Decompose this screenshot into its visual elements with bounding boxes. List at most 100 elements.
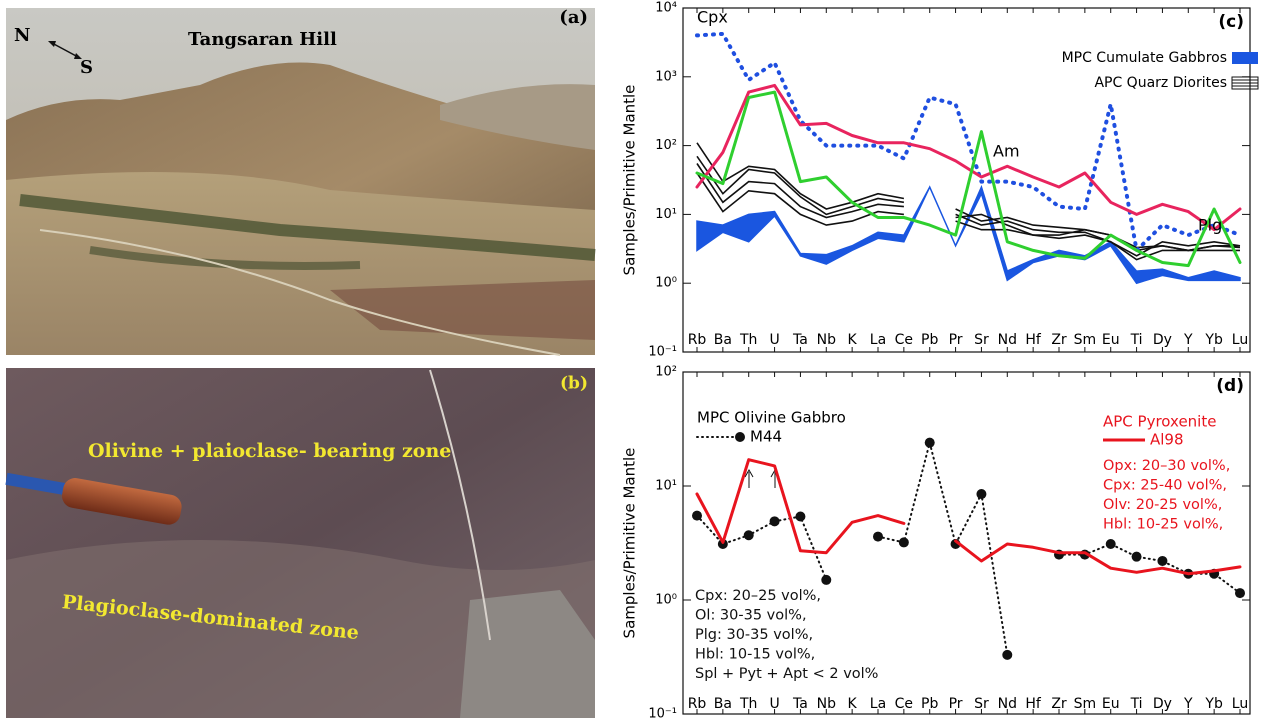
x-tick-label: Ba xyxy=(714,332,732,348)
x-tick-label: Y xyxy=(1183,696,1193,712)
y-tick-label: 10⁻¹ xyxy=(648,707,677,721)
series-label: Plg xyxy=(1198,216,1222,235)
x-tick-label: Ti xyxy=(1130,332,1143,348)
annotation: Hbl: 10-25 vol%, xyxy=(1103,517,1223,533)
data-point xyxy=(1106,539,1116,549)
x-tick-label: Hf xyxy=(1025,332,1042,348)
panel-label: (a) xyxy=(559,7,588,28)
x-tick-label: Hf xyxy=(1025,696,1042,712)
legend-label: M44 xyxy=(750,428,782,446)
data-point xyxy=(976,489,986,499)
arrow xyxy=(745,470,779,488)
x-tick-label: Pr xyxy=(949,696,963,712)
y-tick-label: 10² xyxy=(655,365,677,380)
data-point xyxy=(1157,556,1167,566)
x-tick-label: Nd xyxy=(998,332,1017,348)
x-tick-label: K xyxy=(848,332,858,348)
range-band xyxy=(697,187,1240,283)
y-tick-label: 10⁰ xyxy=(655,593,677,608)
x-tick-label: Lu xyxy=(1232,332,1248,348)
data-point xyxy=(692,511,702,521)
legend-label: APC Quarz Diorites xyxy=(1094,75,1227,91)
x-tick-label: Ba xyxy=(714,696,732,712)
legend-label: MPC Cumulate Gabbros xyxy=(1062,50,1227,66)
data-point xyxy=(744,530,754,540)
x-tick-label: Th xyxy=(739,696,757,712)
x-tick-label: Ce xyxy=(895,696,913,712)
y-tick-label: 10⁻¹ xyxy=(648,345,677,360)
y-tick-label: 10⁰ xyxy=(655,276,677,291)
annotation: Plg: 30-35 vol%, xyxy=(695,627,813,643)
x-tick-label: Rb xyxy=(688,696,707,712)
x-tick-label: Ti xyxy=(1130,696,1143,712)
data-point xyxy=(873,532,883,542)
annotation: Olv: 20-25 vol%, xyxy=(1103,497,1222,513)
annotation: Cpx: 20–25 vol%, xyxy=(695,588,821,604)
x-tick-label: Yb xyxy=(1204,696,1223,712)
legend-swatch xyxy=(1232,52,1258,64)
x-tick-label: Eu xyxy=(1102,332,1120,348)
x-tick-label: Pb xyxy=(921,696,938,712)
x-tick-label: Th xyxy=(739,332,757,348)
compass-s: S xyxy=(80,57,93,78)
annotation: Cpx: 25-40 vol%, xyxy=(1103,478,1227,494)
series-label: Cpx xyxy=(697,8,728,27)
panel-label: (d) xyxy=(1216,376,1244,396)
y-axis-label: Samples/Primitive Mantle xyxy=(621,448,639,639)
panel-label: (b) xyxy=(560,374,588,394)
photo-a: N S Tangsaran Hill (a) xyxy=(6,7,595,355)
x-tick-label: Pb xyxy=(921,332,938,348)
data-point xyxy=(925,438,935,448)
data-point xyxy=(1132,552,1142,562)
x-tick-label: Nb xyxy=(817,696,836,712)
x-tick-label: Rb xyxy=(688,332,707,348)
page: N S Tangsaran Hill (a) Olivine + plaiocl… xyxy=(0,0,1261,721)
x-tick-label: Dy xyxy=(1153,696,1172,712)
x-tick-label: Ta xyxy=(792,332,808,348)
series-label: Am xyxy=(993,142,1020,161)
annotation: Hbl: 10-15 vol%, xyxy=(695,647,815,663)
x-tick-label: U xyxy=(769,332,779,348)
x-tick-label: Sm xyxy=(1074,696,1097,712)
x-tick-label: Yb xyxy=(1204,332,1223,348)
y-axis-label: Samples/Primitive Mantle xyxy=(621,85,639,276)
x-tick-label: Lu xyxy=(1232,696,1248,712)
figure: N S Tangsaran Hill (a) Olivine + plaiocl… xyxy=(0,0,1261,721)
series-line xyxy=(697,92,1240,266)
zone-label: Olivine + plaioclase- bearing zone xyxy=(88,440,451,462)
y-tick-label: 10¹ xyxy=(655,479,677,494)
x-tick-label: Eu xyxy=(1102,696,1120,712)
legend-label: Al98 xyxy=(1150,431,1184,449)
x-tick-label: K xyxy=(848,696,858,712)
y-tick-label: 10¹ xyxy=(655,207,677,222)
photo-title: Tangsaran Hill xyxy=(188,29,337,50)
y-tick-label: 10⁴ xyxy=(655,1,677,16)
x-tick-label: Dy xyxy=(1153,332,1172,348)
x-tick-label: Nb xyxy=(817,332,836,348)
data-point xyxy=(770,516,780,526)
data-point xyxy=(1235,588,1245,598)
x-tick-label: Zr xyxy=(1051,696,1067,712)
x-tick-label: U xyxy=(769,696,779,712)
annotation: Ol: 30-35 vol%, xyxy=(695,608,807,624)
x-tick-label: Sm xyxy=(1074,332,1097,348)
x-tick-label: Ta xyxy=(792,696,808,712)
photo-b: Olivine + plaioclase- bearing zone Plagi… xyxy=(5,368,595,718)
legend-swatch-dot xyxy=(735,432,745,442)
x-tick-label: Nd xyxy=(998,696,1017,712)
data-point xyxy=(1002,650,1012,660)
compass-n: N xyxy=(14,25,30,46)
x-tick-label: Y xyxy=(1183,332,1193,348)
x-tick-label: Sr xyxy=(974,696,989,712)
x-tick-label: Sr xyxy=(974,332,989,348)
y-tick-label: 10³ xyxy=(655,69,677,84)
annotation: Spl + Pyt + Apt < 2 vol% xyxy=(695,666,878,682)
y-tick-label: 10² xyxy=(655,138,677,153)
x-tick-label: Ce xyxy=(895,332,913,348)
panel-label: (c) xyxy=(1218,12,1244,32)
x-tick-label: La xyxy=(870,696,886,712)
data-point xyxy=(795,512,805,522)
legend-group: MPC Olivine Gabbro xyxy=(697,409,846,427)
annotation: Opx: 20–30 vol%, xyxy=(1103,458,1230,474)
data-point xyxy=(821,575,831,585)
